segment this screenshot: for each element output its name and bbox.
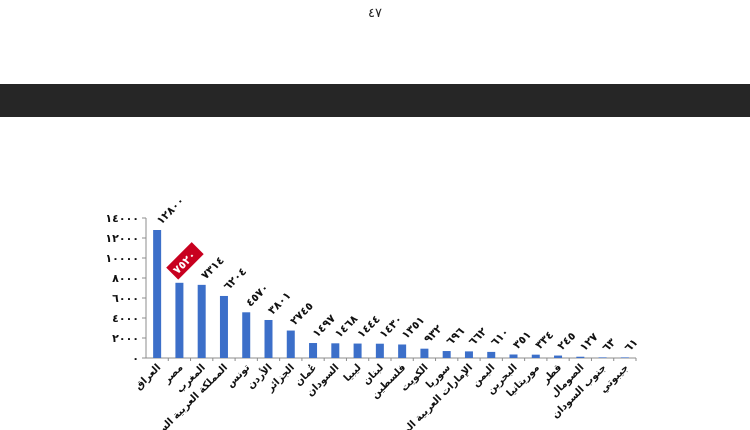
- data-label: ٢٧٤٥: [288, 299, 316, 327]
- bar: [576, 356, 585, 358]
- data-label: ١٤٩٧: [310, 312, 338, 340]
- bar: [219, 295, 228, 358]
- data-label: ١٢٧: [577, 330, 601, 354]
- bar: [353, 343, 362, 358]
- y-tick-label: ٠: [132, 352, 139, 365]
- data-label: ٦٦٢: [466, 325, 490, 349]
- data-label: ١٤٣٠: [377, 313, 405, 341]
- data-label: ١٢٨٠٠: [154, 194, 187, 227]
- bar: [375, 343, 384, 358]
- bar: [331, 343, 340, 358]
- bar: [197, 284, 206, 358]
- data-label: ٦٩٦: [444, 325, 468, 349]
- category-label: العراق: [133, 362, 163, 392]
- page-number: ٤٧: [368, 6, 382, 21]
- category-label: ليبيا: [342, 362, 364, 384]
- bar: [398, 344, 407, 358]
- y-tick-label: ١٠٠٠٠: [105, 252, 139, 265]
- data-label: ٢٤٥: [555, 329, 579, 353]
- data-label: ٣٨٠١: [265, 289, 293, 317]
- bar: [554, 355, 563, 358]
- bar: [598, 357, 607, 358]
- data-label: ٦٣: [600, 336, 619, 355]
- data-label: ٦٢٠٤: [221, 265, 249, 293]
- bar: [153, 230, 162, 358]
- bar: [309, 343, 318, 358]
- bar: [442, 351, 451, 358]
- dark-header-band: [0, 84, 750, 117]
- data-label: ٧٣١٤: [199, 254, 227, 282]
- bar: [420, 348, 429, 358]
- y-tick-label: ٢٠٠٠: [112, 332, 139, 345]
- data-label: ٦١: [622, 336, 641, 355]
- y-tick-label: ٨٠٠٠: [112, 272, 139, 285]
- data-label: ٩٣٢: [421, 322, 445, 346]
- bar: [175, 282, 184, 358]
- bar: [509, 354, 518, 358]
- bar: [487, 351, 496, 358]
- y-tick-label: ١٤٠٠٠: [105, 212, 139, 225]
- y-tick-label: ١٢٠٠٠: [105, 232, 139, 245]
- bar: [242, 312, 251, 358]
- data-label: ٦١٠: [488, 326, 511, 349]
- highlight-box: [166, 242, 204, 280]
- data-label: ٣٥١: [510, 328, 533, 351]
- bar: [531, 354, 540, 358]
- bar: [286, 330, 295, 358]
- y-tick-label: ٤٠٠٠: [112, 312, 139, 325]
- bar: [264, 319, 273, 358]
- y-tick-label: ٦٠٠٠: [112, 292, 139, 305]
- data-label: ١٤٤٤: [355, 312, 383, 340]
- highlighted-data-label-box: ٧٥٢٠: [166, 242, 204, 280]
- data-label: ١٤٦٨: [332, 312, 360, 340]
- bar: [464, 351, 473, 358]
- data-label: ٣٣٤: [533, 328, 556, 351]
- bar: [620, 357, 629, 358]
